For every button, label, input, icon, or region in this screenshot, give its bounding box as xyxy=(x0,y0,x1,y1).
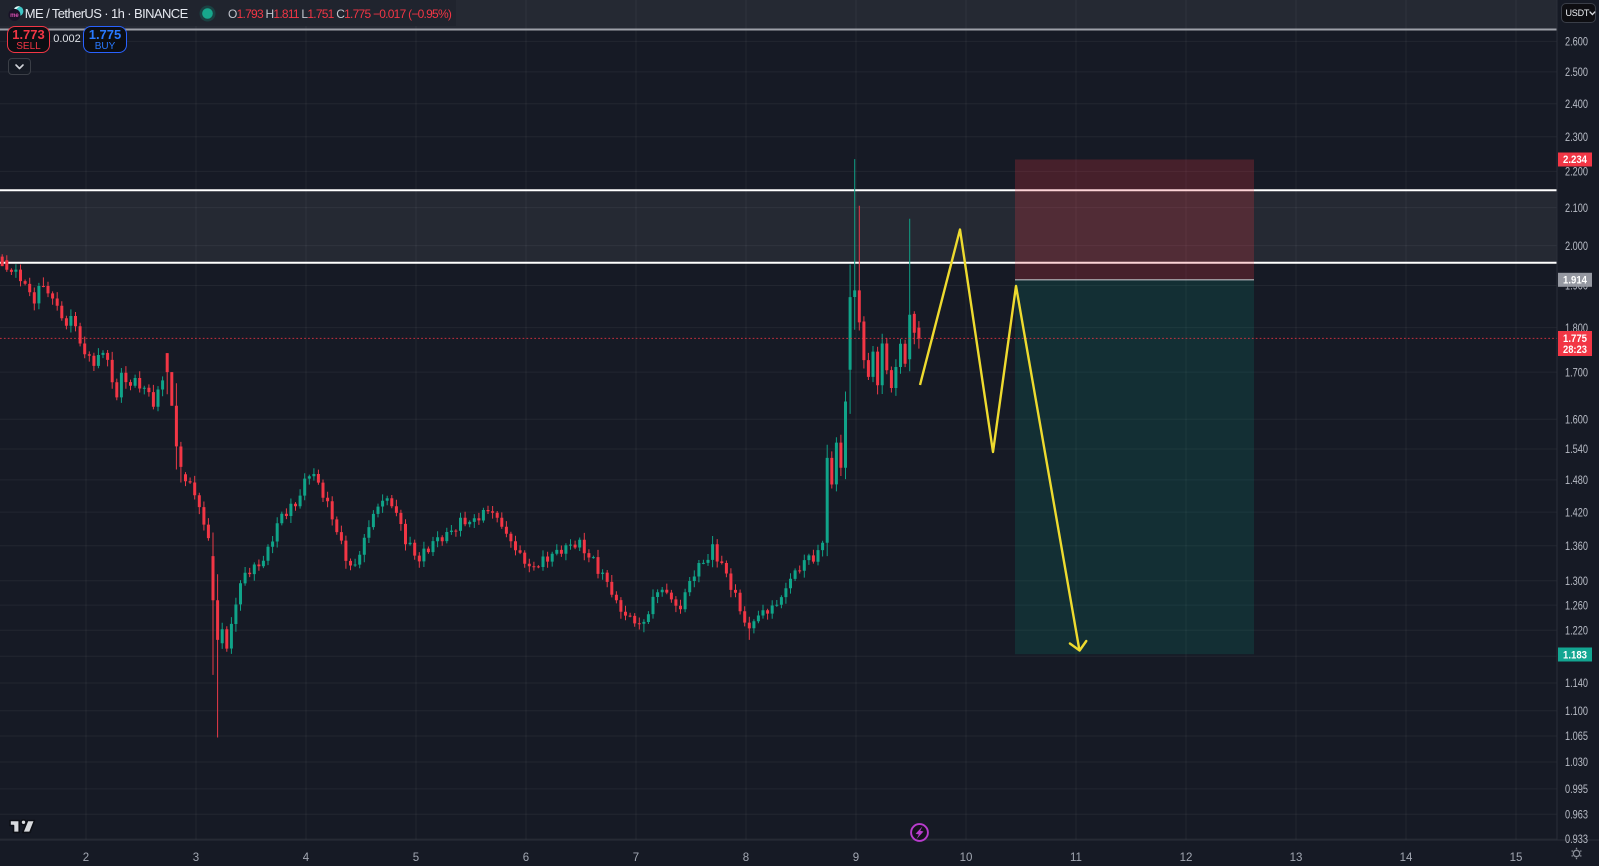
svg-text:0.933: 0.933 xyxy=(1565,832,1588,846)
svg-text:2: 2 xyxy=(83,852,89,864)
svg-text:1.540: 1.540 xyxy=(1565,442,1588,456)
svg-text:11: 11 xyxy=(1070,852,1082,864)
svg-text:1.775: 1.775 xyxy=(1563,333,1587,345)
svg-text:15: 15 xyxy=(1510,852,1523,864)
svg-text:14: 14 xyxy=(1400,852,1413,864)
svg-text:1.700: 1.700 xyxy=(1565,365,1588,379)
svg-text:4: 4 xyxy=(303,852,310,864)
svg-text:1.420: 1.420 xyxy=(1565,505,1588,519)
svg-text:0.995: 0.995 xyxy=(1565,782,1588,796)
svg-text:3: 3 xyxy=(193,852,199,864)
svg-text:5: 5 xyxy=(413,852,419,864)
svg-text:2.200: 2.200 xyxy=(1565,165,1588,179)
svg-text:me: me xyxy=(10,13,19,19)
svg-text:2.600: 2.600 xyxy=(1565,35,1588,49)
svg-text:6: 6 xyxy=(523,852,529,864)
svg-text:1.140: 1.140 xyxy=(1565,676,1588,690)
svg-text:2.000: 2.000 xyxy=(1565,239,1588,253)
svg-text:1.480: 1.480 xyxy=(1565,473,1588,487)
svg-text:12: 12 xyxy=(1180,852,1193,864)
svg-text:9: 9 xyxy=(853,852,859,864)
svg-text:7: 7 xyxy=(633,852,639,864)
svg-text:2.500: 2.500 xyxy=(1565,65,1588,79)
svg-text:1.065: 1.065 xyxy=(1565,729,1588,743)
svg-text:1.300: 1.300 xyxy=(1565,574,1588,588)
svg-text:1.360: 1.360 xyxy=(1565,539,1588,553)
svg-text:2.400: 2.400 xyxy=(1565,97,1588,111)
svg-text:2.234: 2.234 xyxy=(1563,154,1588,166)
svg-text:1.914: 1.914 xyxy=(1563,275,1588,287)
svg-text:13: 13 xyxy=(1290,852,1303,864)
svg-text:8: 8 xyxy=(743,852,749,864)
svg-text:10: 10 xyxy=(960,852,973,864)
svg-text:1.220: 1.220 xyxy=(1565,624,1588,638)
svg-text:1.030: 1.030 xyxy=(1565,755,1588,769)
svg-text:1.260: 1.260 xyxy=(1565,598,1588,612)
svg-text:2.100: 2.100 xyxy=(1565,201,1588,215)
svg-text:1.100: 1.100 xyxy=(1565,704,1588,718)
svg-text:1.183: 1.183 xyxy=(1563,649,1587,661)
svg-text:1.600: 1.600 xyxy=(1565,412,1588,426)
svg-text:2.300: 2.300 xyxy=(1565,130,1588,144)
svg-text:28:23: 28:23 xyxy=(1563,344,1587,356)
svg-text:0.963: 0.963 xyxy=(1565,808,1588,822)
